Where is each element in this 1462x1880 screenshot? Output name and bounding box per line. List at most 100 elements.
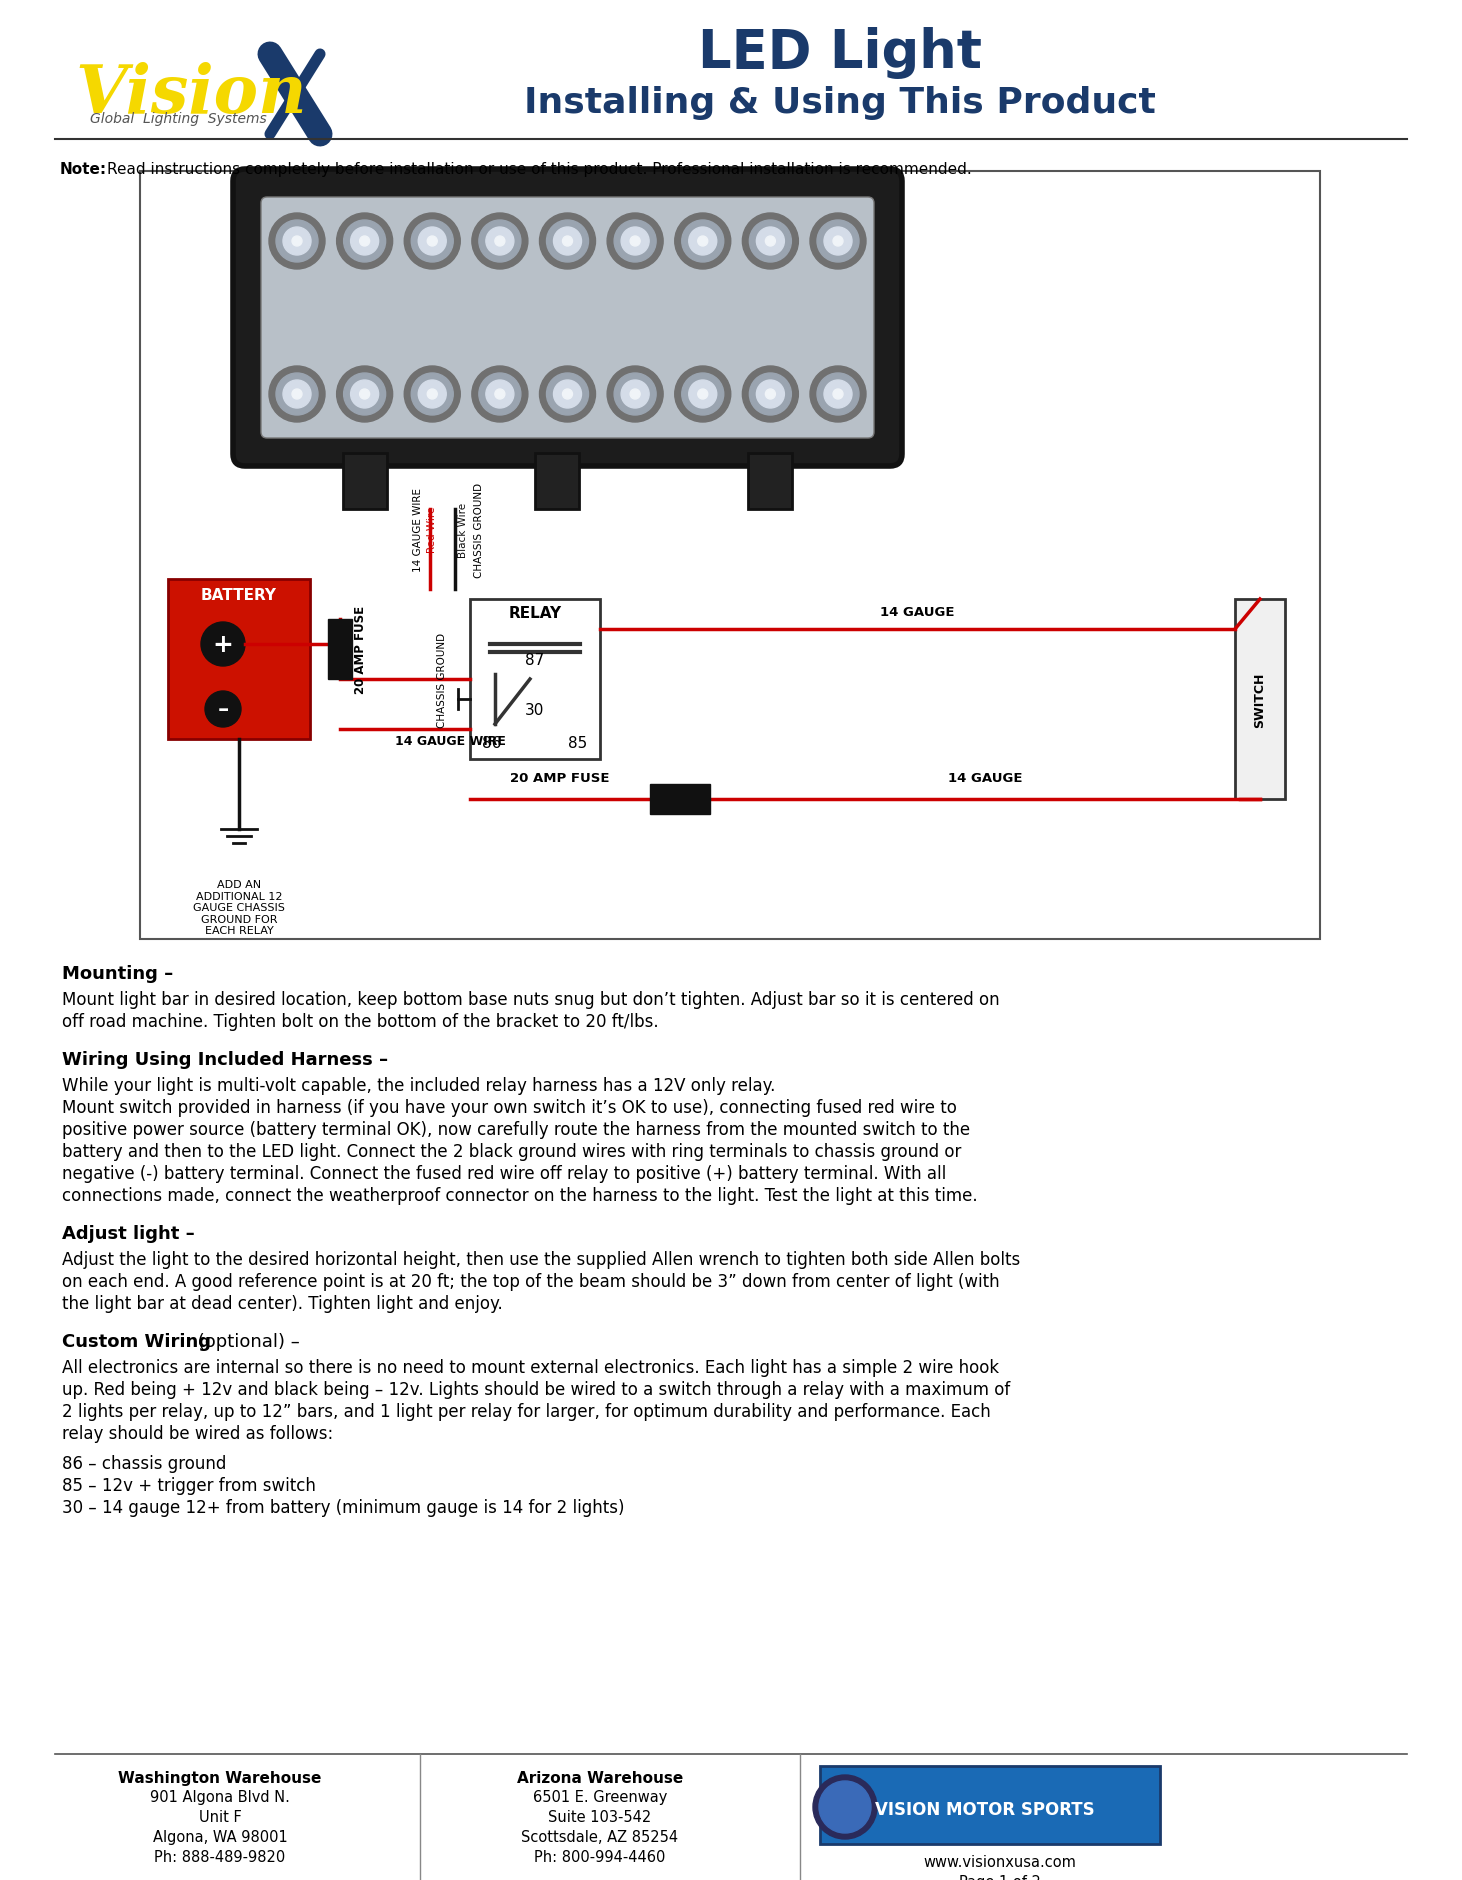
Bar (749, 453, 792, 509)
Circle shape (750, 220, 791, 263)
Circle shape (833, 389, 844, 400)
Circle shape (411, 220, 453, 263)
Circle shape (472, 367, 528, 423)
Circle shape (675, 214, 731, 271)
Circle shape (485, 227, 513, 256)
Circle shape (743, 214, 798, 271)
Text: www.visionxusa.com: www.visionxusa.com (924, 1854, 1076, 1869)
Text: Read instructions completely before installation or use of this product. Profess: Read instructions completely before inst… (107, 162, 972, 177)
Text: up. Red being + 12v and black being – 12v. Lights should be wired to a switch th: up. Red being + 12v and black being – 12… (61, 1380, 1010, 1399)
Circle shape (689, 382, 716, 408)
Text: on each end. A good reference point is at 20 ft; the top of the beam should be 3: on each end. A good reference point is a… (61, 1273, 1000, 1290)
Text: Mount light bar in desired location, keep bottom base nuts snug but don’t tighte: Mount light bar in desired location, kee… (61, 991, 1000, 1008)
Circle shape (351, 382, 379, 408)
Circle shape (697, 237, 708, 246)
Circle shape (539, 367, 595, 423)
Bar (140, 171, 1320, 940)
Circle shape (351, 227, 379, 256)
Circle shape (563, 237, 573, 246)
Circle shape (825, 382, 852, 408)
Circle shape (547, 220, 589, 263)
Text: Mount switch provided in harness (if you have your own switch it’s OK to use), c: Mount switch provided in harness (if you… (61, 1098, 956, 1117)
Text: Ph: 800-994-4460: Ph: 800-994-4460 (534, 1850, 665, 1863)
Text: ADD AN
ADDITIONAL 12
GAUGE CHASSIS
GROUND FOR
EACH RELAY: ADD AN ADDITIONAL 12 GAUGE CHASSIS GROUN… (193, 880, 285, 936)
Circle shape (494, 237, 504, 246)
Circle shape (833, 237, 844, 246)
Text: Custom Wiring: Custom Wiring (61, 1333, 211, 1350)
Circle shape (630, 237, 640, 246)
Circle shape (344, 374, 386, 415)
Text: –: – (218, 699, 228, 720)
Circle shape (813, 1775, 877, 1839)
Text: positive power source (battery terminal OK), now carefully route the harness fro: positive power source (battery terminal … (61, 1120, 971, 1139)
Circle shape (766, 389, 775, 400)
Circle shape (360, 237, 370, 246)
Text: connections made, connect the weatherproof connector on the harness to the light: connections made, connect the weatherpro… (61, 1186, 978, 1205)
Circle shape (360, 389, 370, 400)
Text: Note:: Note: (60, 162, 107, 177)
Text: Adjust light –: Adjust light – (61, 1224, 194, 1243)
Circle shape (472, 214, 528, 271)
Circle shape (607, 214, 664, 271)
Text: (optional) –: (optional) – (192, 1333, 300, 1350)
Text: 20 AMP FUSE: 20 AMP FUSE (354, 605, 367, 694)
Circle shape (697, 389, 708, 400)
Text: RELAY: RELAY (509, 605, 561, 620)
Text: Installing & Using This Product: Installing & Using This Product (523, 86, 1156, 120)
Circle shape (621, 227, 649, 256)
Text: 14 GAUGE WIRE: 14 GAUGE WIRE (395, 735, 506, 748)
Circle shape (336, 214, 393, 271)
Circle shape (427, 389, 437, 400)
Circle shape (607, 367, 664, 423)
Circle shape (554, 382, 582, 408)
Text: 20 AMP FUSE: 20 AMP FUSE (510, 771, 610, 784)
Circle shape (554, 227, 582, 256)
Circle shape (284, 227, 311, 256)
Circle shape (269, 214, 325, 271)
Circle shape (817, 374, 860, 415)
Circle shape (675, 367, 731, 423)
Circle shape (539, 214, 595, 271)
Circle shape (336, 367, 393, 423)
Text: 30: 30 (525, 703, 545, 718)
Bar (651, 784, 711, 814)
Circle shape (614, 220, 656, 263)
Bar (820, 1765, 1159, 1844)
Bar (469, 600, 599, 760)
Circle shape (681, 374, 724, 415)
Text: 85 – 12v + trigger from switch: 85 – 12v + trigger from switch (61, 1476, 316, 1495)
Text: 86: 86 (482, 735, 501, 750)
Circle shape (630, 389, 640, 400)
Text: CHASSIS GROUND: CHASSIS GROUND (474, 481, 484, 577)
Text: the light bar at dead center). Tighten light and enjoy.: the light bar at dead center). Tighten l… (61, 1293, 503, 1312)
Circle shape (411, 374, 453, 415)
Text: CHASSIS GROUND: CHASSIS GROUND (437, 632, 447, 728)
Circle shape (427, 237, 437, 246)
Text: VISION MOTOR SPORTS: VISION MOTOR SPORTS (876, 1799, 1095, 1818)
Text: Ph: 888-489-9820: Ph: 888-489-9820 (155, 1850, 285, 1863)
Text: Unit F: Unit F (199, 1809, 241, 1824)
Text: Arizona Warehouse: Arizona Warehouse (518, 1771, 683, 1784)
FancyBboxPatch shape (232, 169, 902, 466)
Circle shape (750, 374, 791, 415)
Circle shape (405, 214, 461, 271)
Text: 85: 85 (569, 735, 588, 750)
Text: While your light is multi-volt capable, the included relay harness has a 12V onl: While your light is multi-volt capable, … (61, 1077, 775, 1094)
Text: 6501 E. Greenway: 6501 E. Greenway (532, 1790, 667, 1805)
Circle shape (418, 227, 446, 256)
Text: 30 – 14 gauge 12+ from battery (minimum gauge is 14 for 2 lights): 30 – 14 gauge 12+ from battery (minimum … (61, 1498, 624, 1515)
Text: Vision: Vision (75, 62, 307, 128)
Text: Mounting –: Mounting – (61, 964, 174, 983)
Circle shape (292, 237, 303, 246)
Circle shape (563, 389, 573, 400)
Bar (168, 579, 310, 739)
Circle shape (276, 220, 319, 263)
Bar (1235, 600, 1285, 799)
Text: BATTERY: BATTERY (200, 588, 276, 603)
Circle shape (480, 374, 520, 415)
Text: 86 – chassis ground: 86 – chassis ground (61, 1455, 227, 1472)
Text: 14 GAUGE: 14 GAUGE (880, 605, 955, 619)
Circle shape (276, 374, 319, 415)
Text: Algona, WA 98001: Algona, WA 98001 (152, 1829, 288, 1844)
Circle shape (284, 382, 311, 408)
